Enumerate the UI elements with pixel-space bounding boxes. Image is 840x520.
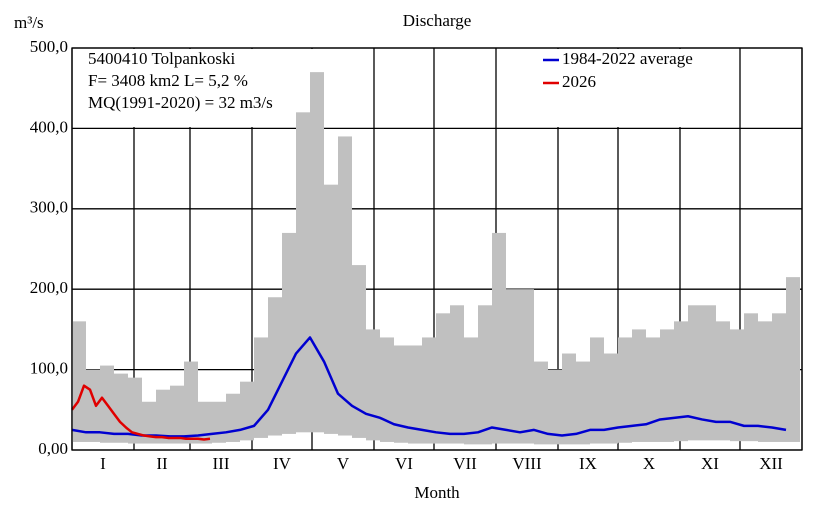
y-tick-label: 100,0 (30, 359, 68, 378)
range-bar (660, 329, 674, 442)
annotation: F= 3408 km2 L= 5,2 % (88, 71, 248, 90)
x-tick-label: II (156, 454, 168, 473)
range-bar (562, 353, 576, 445)
range-bar (548, 369, 562, 445)
y-tick-label: 400,0 (30, 117, 68, 136)
x-axis-label: Month (414, 483, 460, 502)
range-bar (156, 389, 170, 444)
legend-label: 1984-2022 average (562, 49, 693, 68)
series-line (70, 384, 211, 441)
x-tick-label: X (643, 454, 655, 473)
range-bar (366, 329, 380, 441)
range-bar (576, 361, 590, 445)
range-bar (716, 321, 730, 441)
y-tick-label: 0,00 (38, 439, 68, 458)
range-bar (114, 373, 128, 443)
range-bar (744, 313, 758, 442)
y-tick-label: 200,0 (30, 278, 68, 297)
x-tick-label: IX (579, 454, 597, 473)
range-bar (478, 305, 492, 445)
x-tick-label: XI (701, 454, 719, 473)
range-bar (758, 321, 772, 442)
range-bar (436, 313, 450, 444)
x-tick-label: V (337, 454, 350, 473)
range-bar (772, 313, 786, 442)
x-tick-label: VI (395, 454, 413, 473)
range-bar (632, 329, 646, 442)
range-bar (170, 385, 184, 444)
range-bar (142, 401, 156, 444)
range-bar (282, 232, 296, 434)
range-bar (464, 337, 478, 445)
range-bar (324, 184, 338, 434)
range-bar (604, 353, 618, 444)
y-tick-label: 500,0 (30, 37, 68, 56)
range-bar (618, 337, 632, 443)
x-tick-label: VII (453, 454, 477, 473)
legend-label: 2026 (562, 72, 596, 91)
series-line (71, 336, 787, 438)
range-bar (338, 136, 352, 436)
annotation-box (73, 49, 335, 127)
x-tick-label: XII (759, 454, 783, 473)
range-bar (198, 401, 212, 444)
annotation: MQ(1991-2020) = 32 m3/s (88, 93, 273, 112)
range-bar (702, 305, 716, 441)
range-bar (520, 289, 534, 444)
range-bar (506, 289, 520, 444)
legend-box (530, 49, 738, 127)
range-bar (352, 265, 366, 438)
x-tick-label: I (100, 454, 106, 473)
range-bar (128, 377, 142, 444)
range-bar (72, 321, 86, 442)
annotation: 5400410 Tolpankoski (88, 49, 236, 68)
y-tick-label: 300,0 (30, 198, 68, 217)
y-axis-label: m³/s (14, 13, 44, 32)
range-bar (450, 305, 464, 444)
chart-title: Discharge (403, 11, 472, 30)
range-bar (674, 321, 688, 442)
range-bar (786, 277, 800, 442)
range-bar (380, 337, 394, 442)
range-bar (240, 381, 254, 441)
range-bar (268, 297, 282, 436)
range-bar (534, 361, 548, 445)
range-bar (226, 393, 240, 442)
range-bar (310, 72, 324, 433)
range-bar (212, 401, 226, 443)
range-bar (590, 337, 604, 444)
range-bar (296, 112, 310, 433)
range-bar (492, 232, 506, 444)
x-tick-label: VIII (512, 454, 542, 473)
plot-frame (71, 47, 803, 451)
range-bar (394, 345, 408, 443)
range-bar (730, 329, 744, 442)
range-bar (184, 361, 198, 444)
range-bar (646, 337, 660, 442)
x-tick-label: IV (273, 454, 292, 473)
range-bar (86, 369, 100, 442)
range-bar (688, 305, 702, 441)
range-bar (422, 337, 436, 444)
range-bar (408, 345, 422, 444)
x-tick-label: III (213, 454, 230, 473)
